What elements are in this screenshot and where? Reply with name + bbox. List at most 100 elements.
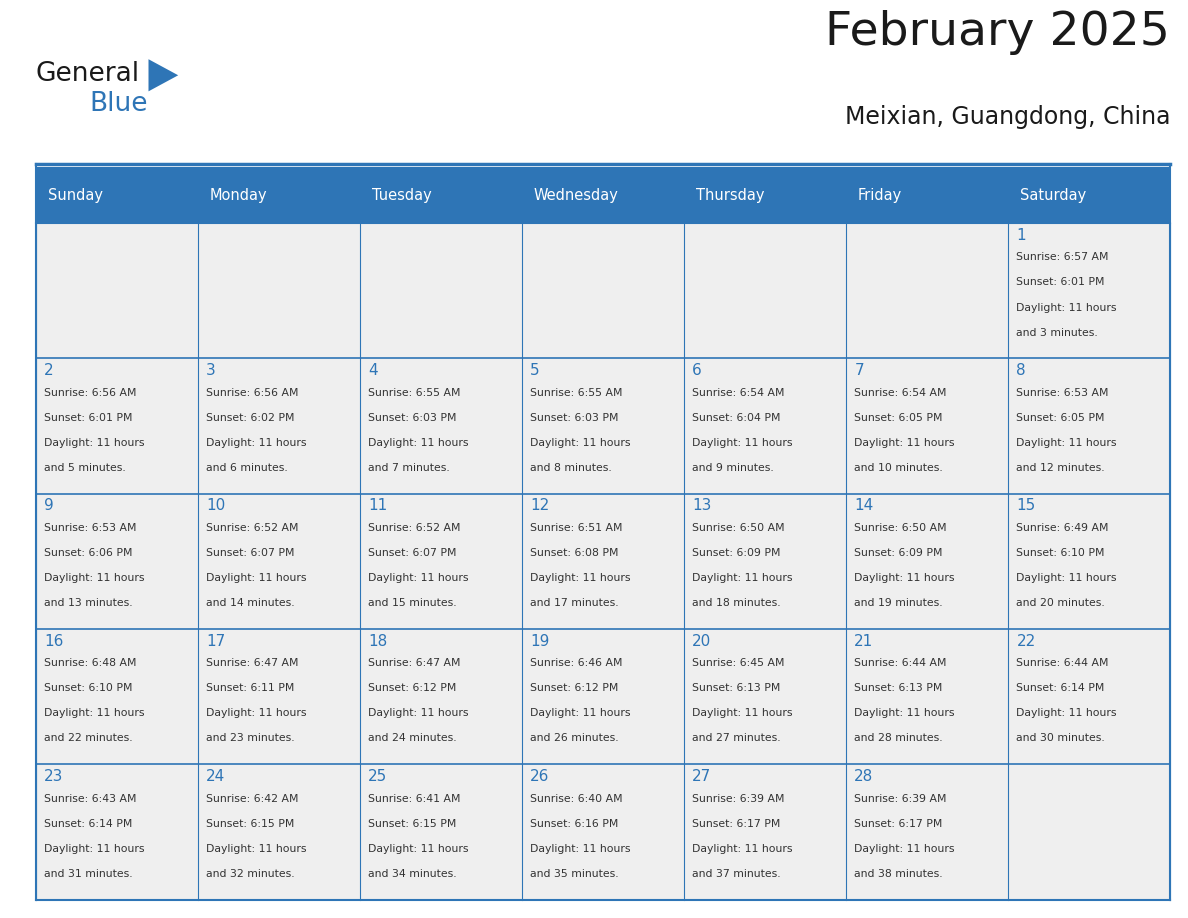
Text: Daylight: 11 hours: Daylight: 11 hours (44, 438, 145, 448)
Text: and 18 minutes.: and 18 minutes. (693, 599, 781, 609)
Text: General: General (36, 62, 140, 87)
Bar (1009, 765, 1170, 900)
Text: 2: 2 (44, 363, 53, 378)
Text: Daylight: 11 hours: Daylight: 11 hours (1017, 303, 1117, 312)
Text: Sunset: 6:02 PM: Sunset: 6:02 PM (206, 413, 295, 423)
Text: Sunset: 6:04 PM: Sunset: 6:04 PM (693, 413, 781, 423)
Text: 23: 23 (44, 769, 63, 784)
Text: Daylight: 11 hours: Daylight: 11 hours (530, 709, 631, 719)
Text: Daylight: 11 hours: Daylight: 11 hours (368, 709, 468, 719)
Bar (197, 629, 360, 765)
Text: 6: 6 (693, 363, 702, 378)
Text: Daylight: 11 hours: Daylight: 11 hours (693, 709, 792, 719)
Text: 7: 7 (854, 363, 864, 378)
Text: Sunrise: 6:50 AM: Sunrise: 6:50 AM (693, 523, 785, 533)
Bar (360, 765, 522, 900)
Text: Sunset: 6:17 PM: Sunset: 6:17 PM (854, 819, 943, 829)
Bar (36, 358, 197, 494)
Text: Sunset: 6:05 PM: Sunset: 6:05 PM (1017, 413, 1105, 423)
Text: 13: 13 (693, 498, 712, 513)
Text: 24: 24 (206, 769, 226, 784)
Text: Tuesday: Tuesday (372, 187, 431, 203)
Text: and 27 minutes.: and 27 minutes. (693, 733, 781, 744)
Text: and 8 minutes.: and 8 minutes. (530, 463, 612, 473)
Text: 19: 19 (530, 633, 550, 649)
Text: Sunset: 6:16 PM: Sunset: 6:16 PM (530, 819, 619, 829)
Text: and 32 minutes.: and 32 minutes. (206, 868, 295, 879)
Text: and 9 minutes.: and 9 minutes. (693, 463, 775, 473)
Text: Daylight: 11 hours: Daylight: 11 hours (206, 573, 307, 583)
Text: 15: 15 (1017, 498, 1036, 513)
Text: and 28 minutes.: and 28 minutes. (854, 733, 943, 744)
Text: and 38 minutes.: and 38 minutes. (854, 868, 943, 879)
Text: and 22 minutes.: and 22 minutes. (44, 733, 133, 744)
Bar (1009, 494, 1170, 629)
Text: Sunset: 6:12 PM: Sunset: 6:12 PM (530, 683, 619, 693)
Text: 18: 18 (368, 633, 387, 649)
Bar (522, 765, 684, 900)
Text: Daylight: 11 hours: Daylight: 11 hours (693, 438, 792, 448)
Text: Sunrise: 6:57 AM: Sunrise: 6:57 AM (1017, 252, 1108, 263)
Text: and 14 minutes.: and 14 minutes. (206, 599, 295, 609)
Text: Sunrise: 6:53 AM: Sunrise: 6:53 AM (44, 523, 137, 533)
Text: Daylight: 11 hours: Daylight: 11 hours (44, 573, 145, 583)
Text: Sunrise: 6:55 AM: Sunrise: 6:55 AM (530, 387, 623, 397)
Text: Sunset: 6:12 PM: Sunset: 6:12 PM (368, 683, 456, 693)
Text: Daylight: 11 hours: Daylight: 11 hours (1017, 709, 1117, 719)
Bar (36, 629, 197, 765)
Text: Sunset: 6:10 PM: Sunset: 6:10 PM (1017, 548, 1105, 558)
Bar (360, 494, 522, 629)
Text: 27: 27 (693, 769, 712, 784)
Bar (197, 494, 360, 629)
Text: and 15 minutes.: and 15 minutes. (368, 599, 456, 609)
Text: Daylight: 11 hours: Daylight: 11 hours (1017, 573, 1117, 583)
Bar (846, 494, 1009, 629)
Bar (197, 765, 360, 900)
Text: Sunrise: 6:56 AM: Sunrise: 6:56 AM (44, 387, 137, 397)
Text: Sunset: 6:14 PM: Sunset: 6:14 PM (1017, 683, 1105, 693)
Text: Meixian, Guangdong, China: Meixian, Guangdong, China (845, 105, 1170, 129)
Text: Sunset: 6:03 PM: Sunset: 6:03 PM (530, 413, 619, 423)
Text: Sunset: 6:07 PM: Sunset: 6:07 PM (206, 548, 295, 558)
Bar (846, 223, 1009, 358)
Text: Sunset: 6:13 PM: Sunset: 6:13 PM (693, 683, 781, 693)
Text: Sunrise: 6:56 AM: Sunrise: 6:56 AM (206, 387, 298, 397)
Text: Sunset: 6:05 PM: Sunset: 6:05 PM (854, 413, 943, 423)
Text: Sunrise: 6:50 AM: Sunrise: 6:50 AM (854, 523, 947, 533)
Text: and 37 minutes.: and 37 minutes. (693, 868, 781, 879)
Bar (684, 358, 846, 494)
Text: and 5 minutes.: and 5 minutes. (44, 463, 126, 473)
Text: Sunday: Sunday (48, 187, 102, 203)
Bar (846, 765, 1009, 900)
Text: 1: 1 (1017, 228, 1026, 242)
Bar (522, 223, 684, 358)
Text: 25: 25 (368, 769, 387, 784)
Text: Sunrise: 6:52 AM: Sunrise: 6:52 AM (368, 523, 461, 533)
Text: 16: 16 (44, 633, 63, 649)
Text: Sunset: 6:17 PM: Sunset: 6:17 PM (693, 819, 781, 829)
Text: Monday: Monday (209, 187, 267, 203)
Bar (522, 358, 684, 494)
Text: and 19 minutes.: and 19 minutes. (854, 599, 943, 609)
Text: and 20 minutes.: and 20 minutes. (1017, 599, 1105, 609)
Text: Sunset: 6:03 PM: Sunset: 6:03 PM (368, 413, 456, 423)
Text: and 7 minutes.: and 7 minutes. (368, 463, 450, 473)
Text: 11: 11 (368, 498, 387, 513)
Text: Blue: Blue (89, 91, 147, 117)
Text: 21: 21 (854, 633, 873, 649)
Bar (684, 765, 846, 900)
Text: 26: 26 (530, 769, 550, 784)
Text: Sunrise: 6:40 AM: Sunrise: 6:40 AM (530, 794, 623, 803)
Bar (684, 494, 846, 629)
Polygon shape (148, 59, 178, 91)
Bar (197, 223, 360, 358)
Text: 5: 5 (530, 363, 539, 378)
Text: 4: 4 (368, 363, 378, 378)
Text: and 10 minutes.: and 10 minutes. (854, 463, 943, 473)
Text: Daylight: 11 hours: Daylight: 11 hours (368, 844, 468, 854)
Bar (1009, 629, 1170, 765)
Text: Daylight: 11 hours: Daylight: 11 hours (693, 573, 792, 583)
Text: and 6 minutes.: and 6 minutes. (206, 463, 287, 473)
Text: and 24 minutes.: and 24 minutes. (368, 733, 456, 744)
Text: 3: 3 (206, 363, 216, 378)
